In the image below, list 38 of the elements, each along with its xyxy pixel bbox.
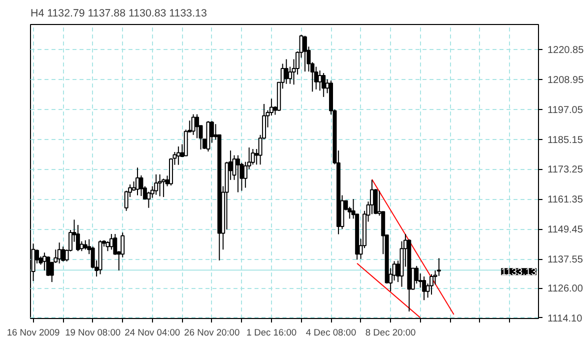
candlestick <box>61 246 66 262</box>
candlestick <box>250 148 255 166</box>
candlestick <box>236 154 240 193</box>
candlestick <box>302 35 307 72</box>
candlestick <box>139 174 144 197</box>
candlestick <box>191 114 196 136</box>
candlestick <box>83 240 88 250</box>
x-tick-label: 19 Nov 08:00 <box>65 328 121 338</box>
y-tick-label: 1126.00 <box>548 284 584 295</box>
x-tick-label: 1 Dec 16:00 <box>246 328 297 338</box>
candlestick <box>158 174 162 197</box>
y-tick-label: 1114.10 <box>548 313 583 324</box>
candlestick <box>57 242 62 264</box>
candlestick <box>46 256 50 276</box>
x-tick-label: 26 Nov 20:00 <box>184 328 240 338</box>
candlestick <box>314 66 318 90</box>
candlestick <box>195 114 200 139</box>
y-tick-label: 1161.35 <box>548 194 584 206</box>
candlestick <box>106 240 110 252</box>
y-tick-label: 1173.25 <box>548 164 584 176</box>
candlestick <box>430 274 434 296</box>
candlestick <box>284 58 288 84</box>
candlestick <box>154 174 158 196</box>
x-tick-label: 24 Nov 04:00 <box>124 328 180 338</box>
y-tick-label: 1185.15 <box>548 134 584 146</box>
candlestick <box>162 178 166 198</box>
y-tick-label: 1137.55 <box>548 254 584 266</box>
candlestick <box>318 70 322 92</box>
chart-title: H4 1132.79 1137.88 1130.83 1133.13 <box>30 8 207 20</box>
x-tick-label: 8 Dec 20:00 <box>365 328 416 338</box>
y-tick-label: 1149.45 <box>548 224 584 236</box>
candlestick <box>322 72 326 98</box>
y-tick-label: 1220.85 <box>548 45 584 56</box>
candlestick <box>422 276 426 301</box>
y-tick-label: 1208.95 <box>548 74 584 86</box>
x-tick-label: 16 Nov 2009 <box>6 328 60 338</box>
x-tick-label: 4 Dec 08:00 <box>306 328 356 338</box>
y-tick-label: 1197.05 <box>548 104 584 116</box>
